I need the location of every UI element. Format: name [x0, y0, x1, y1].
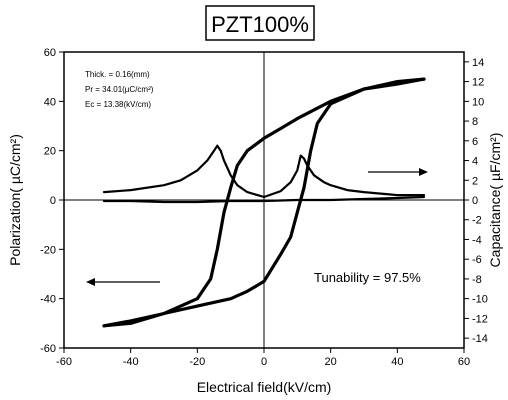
y-tick-label: -20: [40, 244, 56, 256]
chart-title: PZT100%: [211, 12, 309, 37]
capacitance-curve-3: [102, 195, 426, 204]
y-tick-label: 20: [44, 146, 56, 158]
y-tick-label: -40: [40, 294, 56, 306]
x-tick-label: 40: [391, 356, 403, 368]
y2-tick-label: -6: [472, 254, 482, 266]
annotation-remanent-polarization: Pr = 34.01(µC/cm²): [85, 85, 154, 94]
y2-axis-title: Capacitance( µF/cm²): [487, 133, 503, 268]
y2-tick-label: -12: [472, 313, 488, 325]
x-tick-label: -60: [56, 356, 72, 368]
annotation-tunability: Tunability = 97.5%: [314, 270, 421, 285]
y-tick-label: -60: [40, 343, 56, 355]
arrow-left-indicator: [86, 278, 160, 286]
y2-tick-label: 4: [472, 156, 478, 168]
annotation-coercive-field: Ec = 13.38(kV/cm): [85, 100, 151, 109]
y2-tick-label: -4: [472, 234, 482, 246]
y2-tick-label: 10: [472, 96, 484, 108]
y2-tick-label: 0: [472, 195, 478, 207]
y-axis-title: Polarization( µC/cm²): [7, 134, 23, 266]
x-tick-label: 20: [325, 356, 337, 368]
capacitance-curve-2: [102, 144, 426, 199]
x-tick-label: 60: [458, 356, 470, 368]
y-tick-label: 0: [50, 195, 56, 207]
y-tick-label: 40: [44, 96, 56, 108]
y2-tick-label: -10: [472, 294, 488, 306]
x-tick-label: -20: [189, 356, 205, 368]
y2-tick-label: 8: [472, 116, 478, 128]
annotation-thickness: Thick. = 0.16(mm): [85, 70, 150, 79]
arrow-right-indicator: [368, 168, 428, 176]
y2-tick-label: -2: [472, 215, 482, 227]
x-axis-title: Electrical field(kV/cm): [197, 379, 332, 395]
x-tick-label: 0: [261, 356, 267, 368]
title-box: [205, 5, 315, 41]
y2-tick-label: -14: [472, 333, 488, 345]
y2-tick-label: 6: [472, 136, 478, 148]
y2-tick-label: 14: [472, 57, 484, 69]
x-tick-label: -40: [123, 356, 139, 368]
y-tick-label: 60: [44, 47, 56, 59]
y2-tick-label: 12: [472, 77, 484, 89]
y2-tick-label: -8: [472, 274, 482, 286]
y2-tick-label: 2: [472, 175, 478, 187]
polarization-curve-1: [102, 77, 426, 328]
